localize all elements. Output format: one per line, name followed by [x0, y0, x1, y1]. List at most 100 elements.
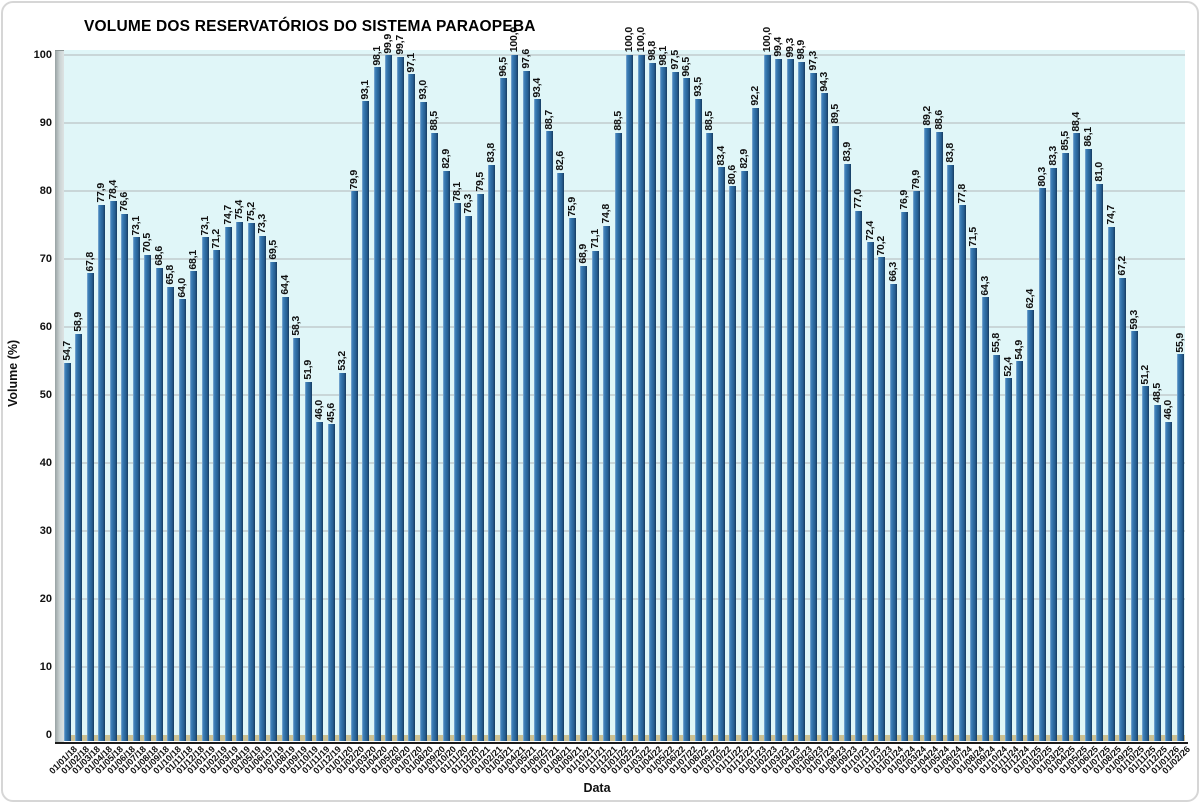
bar	[385, 55, 393, 741]
bar-data-label: 74,8	[600, 204, 613, 224]
gridline	[64, 394, 1185, 396]
bar	[109, 201, 117, 741]
bar-data-label: 83,8	[485, 143, 498, 163]
bar	[614, 132, 622, 741]
bar-data-label: 93,4	[531, 77, 544, 98]
bar	[190, 271, 198, 741]
bar-data-label: 55,9	[1173, 332, 1186, 353]
bar-data-label: 82,9	[439, 149, 452, 169]
bar-data-label: 55,8	[990, 333, 1003, 354]
y-axis-tick-label: 80	[39, 185, 52, 197]
bar	[752, 107, 760, 741]
y-axis-tick-label: 0	[45, 729, 52, 741]
bar-data-label: 64,3	[978, 275, 991, 296]
bar-data-label: 88,5	[611, 111, 624, 131]
chart-3d-floor	[64, 734, 1185, 741]
bar-data-label: 83,8	[944, 143, 957, 163]
bar-data-label: 76,3	[462, 194, 475, 214]
bar	[1050, 168, 1058, 741]
bar	[557, 172, 565, 741]
bar	[281, 296, 289, 741]
x-axis-title: Data	[583, 781, 611, 795]
bar-data-label: 69,5	[267, 240, 280, 260]
bar	[1038, 188, 1046, 741]
bar-data-label: 58,9	[72, 312, 85, 332]
bar	[591, 251, 599, 741]
bar-data-label: 51,2	[1139, 364, 1152, 385]
bar	[327, 424, 335, 741]
y-axis-tick-label: 70	[39, 253, 52, 265]
bar-data-label: 88,6	[932, 110, 945, 131]
bar	[729, 186, 737, 741]
gridline	[64, 598, 1185, 600]
bar	[580, 265, 588, 741]
bar	[339, 372, 347, 741]
bar-data-label: 59,3	[1127, 309, 1140, 330]
bar	[843, 163, 851, 741]
bar	[706, 132, 714, 741]
bar-data-label: 79,9	[347, 169, 360, 190]
bar	[832, 125, 840, 741]
bar-data-label: 75,9	[565, 196, 578, 217]
chart-3d-side-wall	[55, 50, 64, 742]
bar	[1016, 361, 1023, 741]
bar	[1084, 149, 1092, 741]
bar	[132, 237, 140, 741]
bar	[970, 248, 978, 741]
bar-data-label: 96,5	[680, 56, 693, 77]
bar	[1119, 277, 1127, 741]
bar	[683, 78, 691, 741]
bar-data-label: 79,5	[473, 172, 486, 192]
bar	[64, 362, 71, 741]
bar	[488, 164, 496, 741]
bar	[419, 102, 427, 741]
bar	[603, 225, 611, 741]
bar-data-label: 77,0	[852, 189, 865, 209]
bar-data-label: 64,0	[175, 277, 188, 298]
bar-data-label: 82,9	[737, 149, 750, 169]
bar	[293, 338, 301, 741]
bar	[236, 221, 244, 741]
bar	[648, 62, 656, 741]
y-axis-tick-label: 100	[33, 49, 52, 61]
bar	[786, 59, 794, 741]
bar-data-label: 46,0	[1162, 400, 1175, 420]
bar	[981, 297, 989, 741]
bar-data-label: 88,5	[703, 111, 716, 131]
bar-data-label: 89,5	[829, 104, 842, 124]
bar	[1004, 378, 1012, 741]
bar	[534, 99, 542, 741]
bar	[958, 205, 966, 741]
bar-data-label: 81,0	[1093, 162, 1106, 182]
y-axis-tick-label: 20	[39, 593, 52, 605]
bar-data-label: 85,5	[1058, 131, 1071, 152]
bar	[1107, 226, 1115, 741]
bar	[465, 215, 473, 741]
bar-data-label: 76,9	[898, 189, 911, 210]
bar	[304, 381, 312, 741]
bar	[671, 71, 679, 741]
bar-data-label: 93,0	[416, 80, 429, 101]
bar-data-label: 82,6	[554, 151, 567, 171]
y-axis-tick-label: 10	[39, 661, 52, 673]
y-axis-tick-label: 40	[39, 457, 52, 469]
bar-data-label: 51,9	[301, 359, 314, 380]
gridline	[64, 326, 1185, 328]
bar	[373, 67, 381, 741]
bar	[1165, 421, 1173, 741]
bar-data-label: 88,5	[428, 111, 441, 131]
bar	[568, 218, 576, 741]
bar	[637, 54, 645, 741]
bar	[717, 167, 725, 741]
bar-data-label: 74,7	[1104, 204, 1117, 225]
bar-data-label: 83,9	[840, 142, 853, 162]
bar-data-label: 68,1	[187, 249, 200, 270]
bar	[1027, 310, 1035, 741]
bar-data-label: 97,3	[806, 51, 819, 71]
bar	[178, 299, 186, 741]
bar-data-label: 96,5	[496, 56, 509, 77]
bar	[98, 204, 106, 741]
bar-data-label: 73,3	[255, 214, 268, 235]
bar-data-label: 86,1	[1081, 127, 1094, 148]
bar	[247, 223, 255, 741]
